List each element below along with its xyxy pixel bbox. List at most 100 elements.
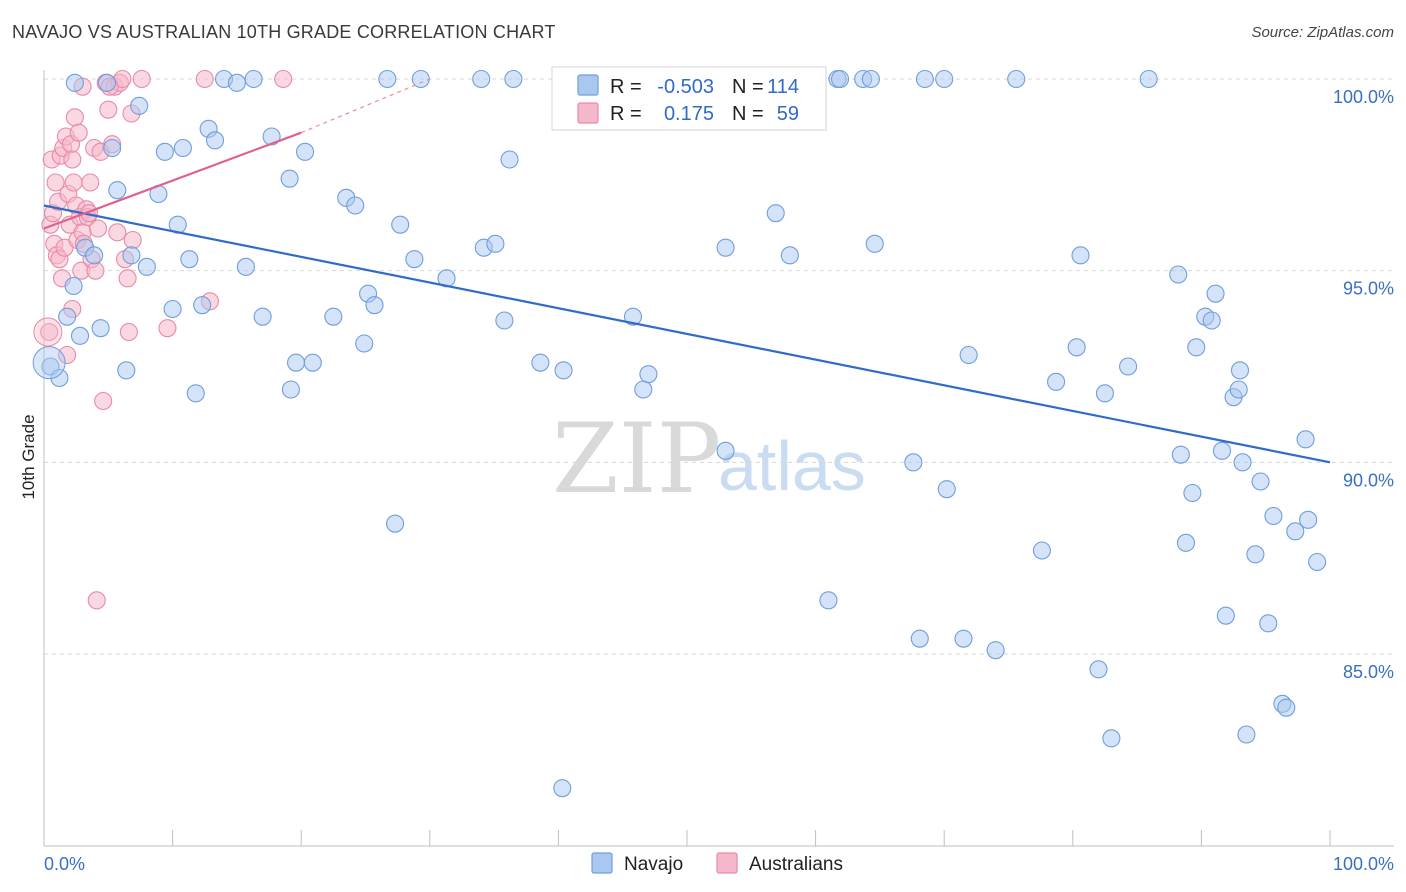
- navajo-point: [117, 361, 136, 380]
- legend-australians-n-label: N =: [732, 103, 764, 125]
- navajo-point: [954, 629, 973, 648]
- australians-point: [88, 219, 108, 238]
- navajo-point: [1171, 445, 1190, 464]
- legend-australians-swatch: [577, 102, 599, 124]
- y-axis-title: 10th Grade: [19, 414, 38, 499]
- navajo-point: [1216, 606, 1235, 625]
- series-legend: Navajo Australians: [591, 852, 843, 875]
- legend-navajo-swatch: [577, 74, 599, 96]
- australians-point: [58, 345, 77, 365]
- navajo-point: [959, 345, 978, 365]
- australians-trend-line: [43, 131, 302, 230]
- navajo-point: [244, 69, 263, 89]
- australians-point: [40, 322, 59, 342]
- navajo-point: [915, 69, 934, 89]
- australians-point: [69, 123, 88, 142]
- navajo-point: [85, 246, 104, 265]
- navajo-point: [122, 246, 141, 265]
- navajo-point: [355, 334, 374, 353]
- australians-point: [118, 269, 137, 288]
- navajo-points: [32, 69, 1327, 798]
- navajo-point: [861, 69, 880, 89]
- navajo-point: [97, 73, 117, 92]
- navajo-point: [193, 296, 212, 315]
- navajo-point: [1032, 541, 1051, 560]
- navajo-point: [378, 69, 397, 89]
- navajo-point: [1183, 483, 1202, 503]
- legend-australians-n-value: 59: [777, 103, 799, 125]
- navajo-point: [495, 311, 514, 330]
- navajo-point: [205, 131, 225, 150]
- australians-point: [195, 69, 214, 89]
- navajo-point: [296, 142, 315, 161]
- navajo-point: [554, 361, 573, 380]
- y-tick-label-90: 90.0%: [1343, 470, 1394, 490]
- navajo-point: [365, 296, 384, 315]
- navajo-point: [1206, 284, 1225, 303]
- navajo-point: [130, 96, 149, 115]
- x-ticks: [43, 830, 1331, 846]
- australians-point: [123, 230, 142, 250]
- navajo-point: [504, 69, 523, 89]
- australians-point-cluster: [33, 317, 63, 347]
- australians-point: [119, 322, 138, 342]
- x-tick-label-right: 100.0%: [1333, 854, 1394, 874]
- watermark: ZIP atlas: [552, 403, 866, 515]
- navajo-point: [716, 441, 735, 460]
- navajo-point: [155, 142, 174, 161]
- navajo-point: [1264, 506, 1283, 526]
- legend-navajo-n-label: N =: [732, 76, 764, 98]
- navajo-point: [91, 319, 110, 338]
- navajo-point: [1169, 265, 1188, 284]
- y-tick-label-100: 100.0%: [1333, 87, 1394, 107]
- navajo-point: [405, 250, 424, 269]
- navajo-point: [227, 73, 246, 92]
- y-tick-label-95: 95.0%: [1343, 279, 1394, 299]
- australians-point: [64, 173, 83, 192]
- navajo-point: [391, 215, 410, 234]
- australians-point: [63, 150, 82, 169]
- navajo-point: [1202, 311, 1221, 330]
- navajo-point: [108, 181, 127, 200]
- navajo-point: [1067, 338, 1086, 357]
- navajo-point: [1089, 660, 1108, 679]
- navajo-point: [386, 514, 405, 533]
- navajo-point: [1095, 384, 1114, 403]
- navajo-point: [1229, 380, 1248, 399]
- legend-navajo-n-value: 114: [767, 76, 799, 98]
- navajo-point: [1187, 338, 1206, 357]
- navajo-point: [1251, 472, 1270, 491]
- watermark-zip: ZIP: [552, 403, 721, 515]
- navajo-point: [137, 257, 156, 276]
- navajo-point: [830, 69, 850, 89]
- legend-navajo-r-value: -0.503: [657, 76, 714, 98]
- bottom-legend-australians-swatch: [716, 852, 738, 874]
- navajo-point: [65, 73, 84, 92]
- navajo-point: [486, 234, 505, 253]
- navajo-trend-line: [43, 204, 1331, 464]
- navajo-point: [1007, 69, 1026, 89]
- navajo-point: [186, 384, 205, 403]
- navajo-point: [236, 257, 255, 276]
- y-tick-labels: 85.0% 90.0% 95.0% 100.0%: [1333, 87, 1394, 682]
- australians-point: [158, 319, 177, 338]
- navajo-point: [819, 591, 838, 610]
- navajo-point: [1277, 698, 1296, 717]
- navajo-point: [1286, 522, 1305, 541]
- navajo-point: [634, 380, 653, 399]
- navajo-point: [70, 326, 90, 345]
- navajo-point: [1047, 372, 1066, 391]
- navajo-point: [324, 307, 343, 326]
- y-tick-label-85: 85.0%: [1343, 662, 1394, 682]
- trend-lines: [43, 78, 1331, 464]
- navajo-point: [173, 138, 192, 158]
- navajo-point: [865, 234, 884, 253]
- navajo-point-cluster: [32, 346, 66, 380]
- navajo-point: [553, 779, 572, 798]
- navajo-point: [103, 138, 122, 158]
- navajo-point: [64, 276, 83, 296]
- navajo-point: [1259, 614, 1278, 633]
- navajo-point: [910, 629, 929, 648]
- navajo-point: [780, 246, 799, 265]
- navajo-point: [253, 307, 272, 326]
